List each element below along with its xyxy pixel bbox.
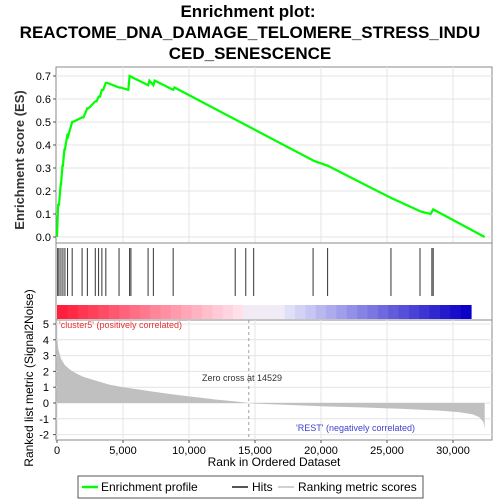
color-bar-segment	[253, 305, 265, 319]
color-bar-segment	[181, 305, 193, 319]
color-bar-segment	[77, 305, 89, 319]
color-bar-segment	[129, 305, 141, 319]
color-bar-segment	[295, 305, 306, 319]
color-bar-segment	[408, 305, 420, 319]
color-bar-segment	[67, 305, 79, 319]
color-bar-segment	[398, 305, 410, 319]
ranking-x-tick-label: 0	[54, 445, 60, 457]
color-bar-segment	[326, 305, 338, 319]
es-y-tick-label: 0.0	[36, 232, 51, 244]
color-bar-segment	[57, 305, 68, 319]
chart-title-line-2: REACTOME_DNA_DAMAGE_TELOMERE_STRESS_INDU	[20, 23, 481, 42]
ranking-y-tick-label: 1	[43, 382, 49, 394]
color-bar-segment	[150, 305, 162, 319]
rank-color-bar	[57, 305, 472, 319]
color-bar-segment	[264, 305, 275, 319]
ranking-y-tick-label: 2	[43, 366, 49, 378]
es-y-tick-label: 0.7	[36, 71, 51, 83]
color-bar-segment	[450, 305, 462, 319]
color-bar-segment	[243, 305, 255, 319]
hits-marks	[57, 248, 434, 296]
color-bar-segment	[170, 305, 182, 319]
ranking-x-ticks: 0 5,000 10,000 15,000 20,000 25,000 30,000	[54, 440, 470, 457]
ranking-y-tick-label: -1	[39, 414, 49, 426]
es-y-tick-label: 0.5	[36, 117, 51, 129]
color-bar-segment	[388, 305, 400, 319]
ranking-y-tick-label: 0	[43, 398, 49, 410]
es-y-ticks: 0.0 0.1 0.2 0.3 0.4 0.5 0.6 0.7	[36, 71, 56, 244]
legend-enrichment-label: Enrichment profile	[101, 480, 198, 494]
color-bar-segment	[274, 305, 286, 319]
color-bar-segment	[222, 305, 234, 319]
color-bar-segment	[232, 305, 244, 319]
es-y-tick-label: 0.4	[36, 140, 51, 152]
color-bar-segment	[336, 305, 348, 319]
ranking-x-axis-label: Rank in Ordered Dataset	[208, 455, 341, 469]
es-y-tick-label: 0.1	[36, 209, 51, 221]
color-bar-segment	[98, 305, 110, 319]
es-y-tick-label: 0.6	[36, 94, 51, 106]
color-bar-segment	[88, 305, 99, 319]
legend-box	[77, 475, 424, 499]
ranking-y-tick-label: 4	[43, 335, 49, 347]
legend-ranking-label: Ranking metric scores	[298, 480, 417, 494]
color-bar-segment	[284, 305, 296, 319]
ranking-x-tick-label: 15,000	[238, 445, 272, 457]
chart-title-line-1: Enrichment plot:	[180, 2, 315, 21]
es-panel-frame	[55, 66, 493, 244]
color-bar-segment	[191, 305, 203, 319]
ranking-x-tick-label: 20,000	[304, 445, 338, 457]
es-y-axis-label: Enrichment score (ES)	[12, 90, 27, 229]
ranking-x-tick-label: 10,000	[172, 445, 206, 457]
ranking-y-axis-label: Ranked list metric (Signal2Noise)	[22, 289, 36, 466]
color-bar-segment	[419, 305, 431, 319]
color-bar-segment	[460, 305, 472, 319]
color-bar-segment	[160, 305, 172, 319]
color-bar-segment	[315, 305, 327, 319]
ranking-y-ticks: -2 -1 0 1 2 3 4 5	[39, 319, 56, 442]
es-panel-gridlines	[56, 67, 492, 243]
zero-cross-label: Zero cross at 14529	[202, 373, 282, 383]
color-bar-segment	[119, 305, 131, 319]
negative-correlation-label: 'REST' (negatively correlated)	[296, 423, 415, 433]
ranking-x-tick-label: 5,000	[109, 445, 137, 457]
positive-correlation-label: 'cluster5' (positively correlated)	[59, 320, 182, 330]
enrichment-profile-line	[55, 74, 486, 238]
legend-hits-label: Hits	[252, 480, 273, 494]
color-bar-segment	[439, 305, 451, 319]
color-bar-segment	[357, 305, 369, 319]
ranking-y-tick-label: 5	[43, 319, 49, 331]
color-bar-segment	[346, 305, 358, 319]
ranking-y-tick-label: -2	[39, 430, 49, 442]
color-bar-segment	[108, 305, 120, 319]
ranking-metric-area	[57, 336, 485, 429]
color-bar-segment	[305, 305, 317, 319]
color-bar-segment	[377, 305, 389, 319]
es-y-tick-label: 0.3	[36, 163, 51, 175]
color-bar-segment	[429, 305, 441, 319]
color-bar-segment	[212, 305, 224, 319]
es-y-tick-label: 0.2	[36, 186, 51, 198]
ranking-x-tick-label: 25,000	[370, 445, 404, 457]
chart-title-line-3: CED_SENESCENCE	[169, 44, 332, 63]
color-bar-segment	[139, 305, 151, 319]
color-bar-segment	[201, 305, 213, 319]
color-bar-segment	[367, 305, 379, 319]
ranking-x-tick-label: 30,000	[436, 445, 470, 457]
ranking-gridlines	[56, 320, 492, 440]
ranking-y-tick-label: 3	[43, 351, 49, 363]
